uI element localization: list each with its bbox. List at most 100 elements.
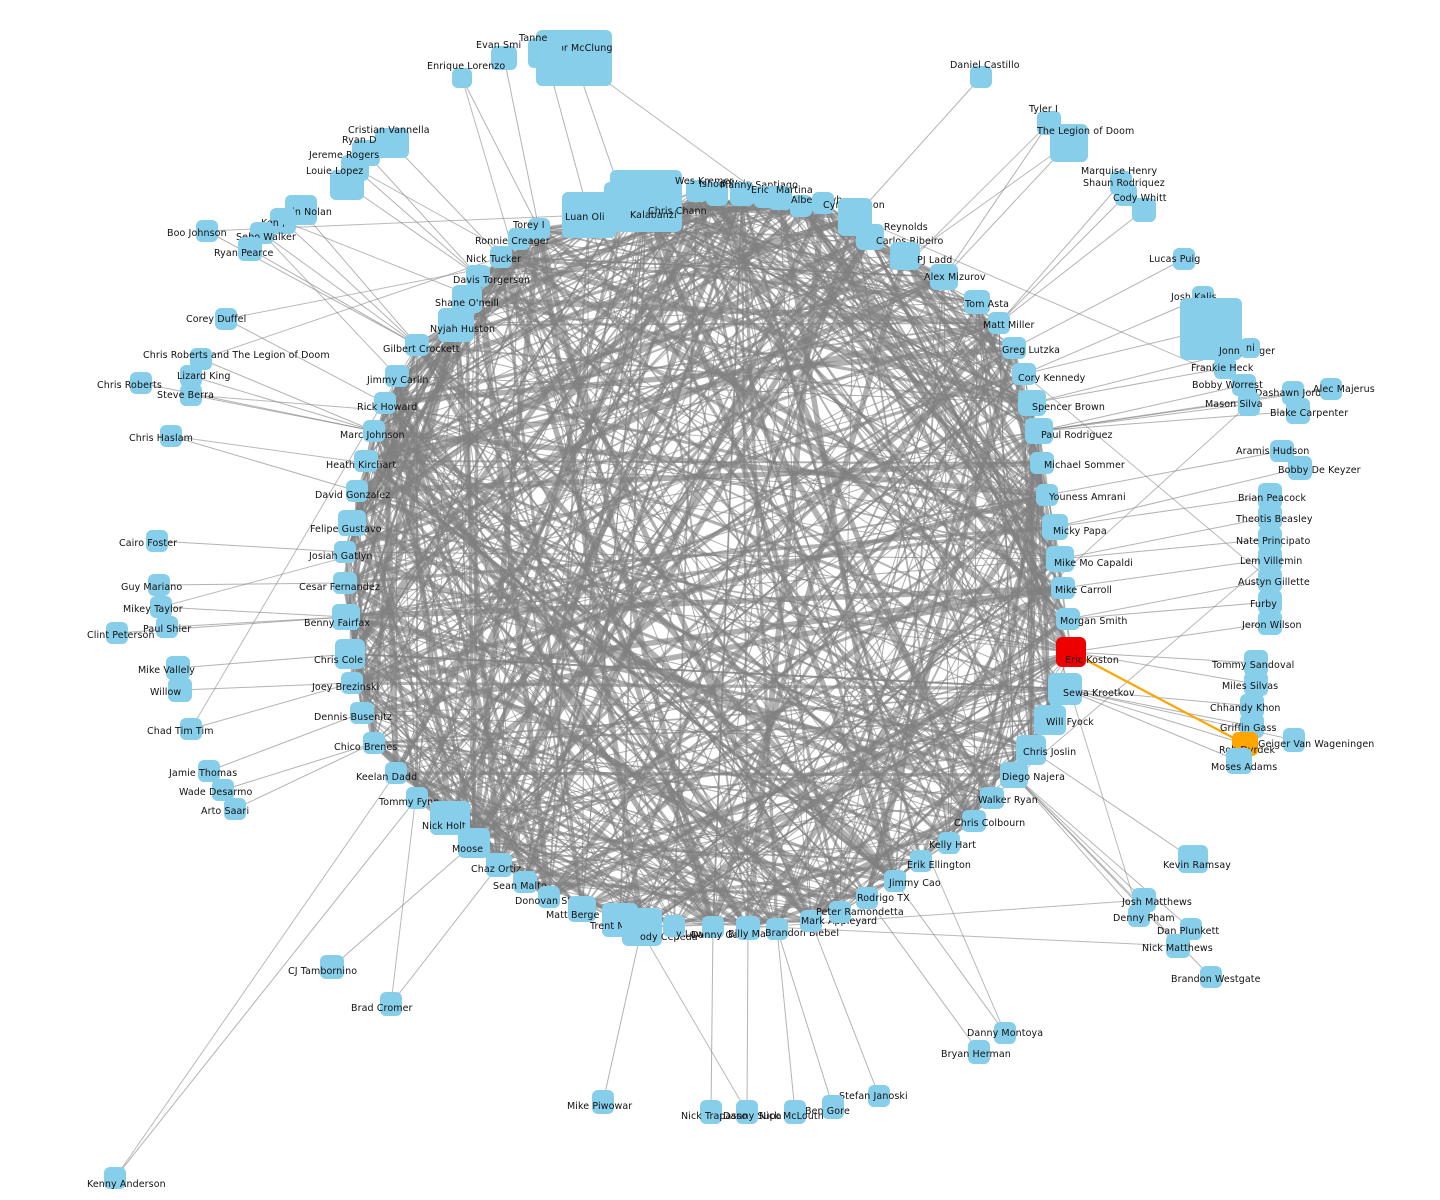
graph-node[interactable] [146,530,168,552]
graph-node[interactable] [980,787,1004,809]
graph-node[interactable] [180,365,202,387]
graph-node[interactable] [198,760,220,782]
graph-node[interactable] [104,1167,126,1189]
graph-node[interactable] [335,639,365,669]
graph-node[interactable] [270,208,296,234]
graph-node[interactable] [812,192,834,214]
graph-node[interactable] [1258,611,1282,635]
graph-node[interactable] [180,718,202,740]
graph-node[interactable] [768,186,792,210]
graph-node[interactable] [1046,546,1074,572]
graph-node[interactable] [1258,505,1282,529]
graph-node[interactable] [190,348,212,370]
graph-node[interactable] [1042,514,1068,540]
graph-node[interactable] [856,887,878,909]
graph-node[interactable] [1030,452,1054,474]
graph-node[interactable] [1180,298,1242,360]
graph-node[interactable] [962,810,986,832]
graph-node[interactable] [466,265,490,287]
graph-node[interactable] [238,237,262,261]
graph-node[interactable] [988,312,1010,334]
graph-node[interactable] [1034,705,1066,735]
graph-node[interactable] [736,916,760,940]
graph-node[interactable] [1244,672,1268,696]
graph-node[interactable] [332,604,360,630]
graph-node[interactable] [938,832,960,854]
graph-node[interactable] [964,290,990,314]
graph-node[interactable] [1244,650,1268,676]
graph-node[interactable] [790,195,812,217]
graph-node[interactable] [1286,398,1310,424]
graph-node[interactable] [890,242,920,270]
graph-node[interactable] [686,180,708,202]
graph-node[interactable] [486,853,512,877]
graph-node[interactable] [354,450,378,472]
graph-node[interactable] [968,1040,990,1064]
graph-node[interactable] [1270,440,1294,462]
graph-node[interactable] [1232,374,1256,396]
graph-node[interactable] [766,918,788,940]
graph-node[interactable] [341,672,363,694]
graph-node[interactable] [1012,363,1036,385]
graph-node[interactable] [1258,483,1282,509]
graph-node[interactable] [1051,577,1075,599]
graph-node[interactable] [180,384,202,406]
graph-node[interactable] [156,616,178,638]
graph-node[interactable] [338,510,366,536]
graph-node[interactable] [148,574,170,596]
graph-node[interactable] [663,915,685,937]
graph-node[interactable] [363,732,385,754]
graph-node[interactable] [970,66,992,88]
graph-node[interactable] [212,779,234,801]
graph-node[interactable] [1173,248,1195,270]
graph-node[interactable] [350,702,374,724]
graph-node[interactable] [1166,934,1190,958]
graph-node[interactable] [1018,390,1046,416]
graph-node[interactable] [1048,673,1082,705]
graph-node[interactable] [346,480,368,502]
graph-node[interactable] [491,46,517,70]
graph-node[interactable] [538,886,560,908]
graph-node[interactable] [166,656,190,680]
graph-node[interactable] [700,1100,722,1124]
graph-node[interactable] [508,228,530,250]
graph-node[interactable] [106,622,128,644]
graph-node[interactable] [784,1100,806,1124]
graph-node[interactable] [1132,198,1156,222]
graph-node[interactable] [333,572,357,594]
graph-node[interactable] [1002,337,1026,359]
graph-node[interactable] [930,264,958,290]
graph-node[interactable] [528,38,562,68]
graph-node[interactable] [1238,392,1260,416]
graph-node[interactable] [1128,905,1150,927]
graph-node[interactable] [829,901,851,923]
graph-node[interactable] [490,246,512,268]
graph-node[interactable] [1226,748,1252,774]
graph-node[interactable] [1240,338,1260,358]
graph-node[interactable] [385,762,407,784]
graph-node[interactable] [1214,357,1236,379]
graph-node[interactable] [160,425,182,447]
graph-node[interactable] [150,596,172,618]
graph-node[interactable] [130,372,152,394]
graph-node[interactable] [706,182,728,206]
graph-node[interactable] [1258,568,1282,592]
graph-node[interactable] [1288,456,1312,480]
graph-node[interactable] [1283,728,1305,752]
graph-node[interactable] [196,220,218,242]
graph-node[interactable] [622,908,662,946]
graph-node[interactable] [168,678,192,702]
graph-node[interactable] [452,68,472,88]
graph-node[interactable] [385,365,409,387]
graph-node[interactable] [1025,418,1053,444]
graph-node[interactable] [1258,590,1282,614]
graph-node[interactable] [592,1090,614,1114]
graph-node[interactable] [1050,124,1088,162]
graph-node[interactable] [363,420,385,442]
graph-node[interactable] [224,798,246,820]
graph-node[interactable] [1178,845,1208,873]
graph-node[interactable] [438,308,474,342]
graph-node[interactable] [406,787,428,809]
